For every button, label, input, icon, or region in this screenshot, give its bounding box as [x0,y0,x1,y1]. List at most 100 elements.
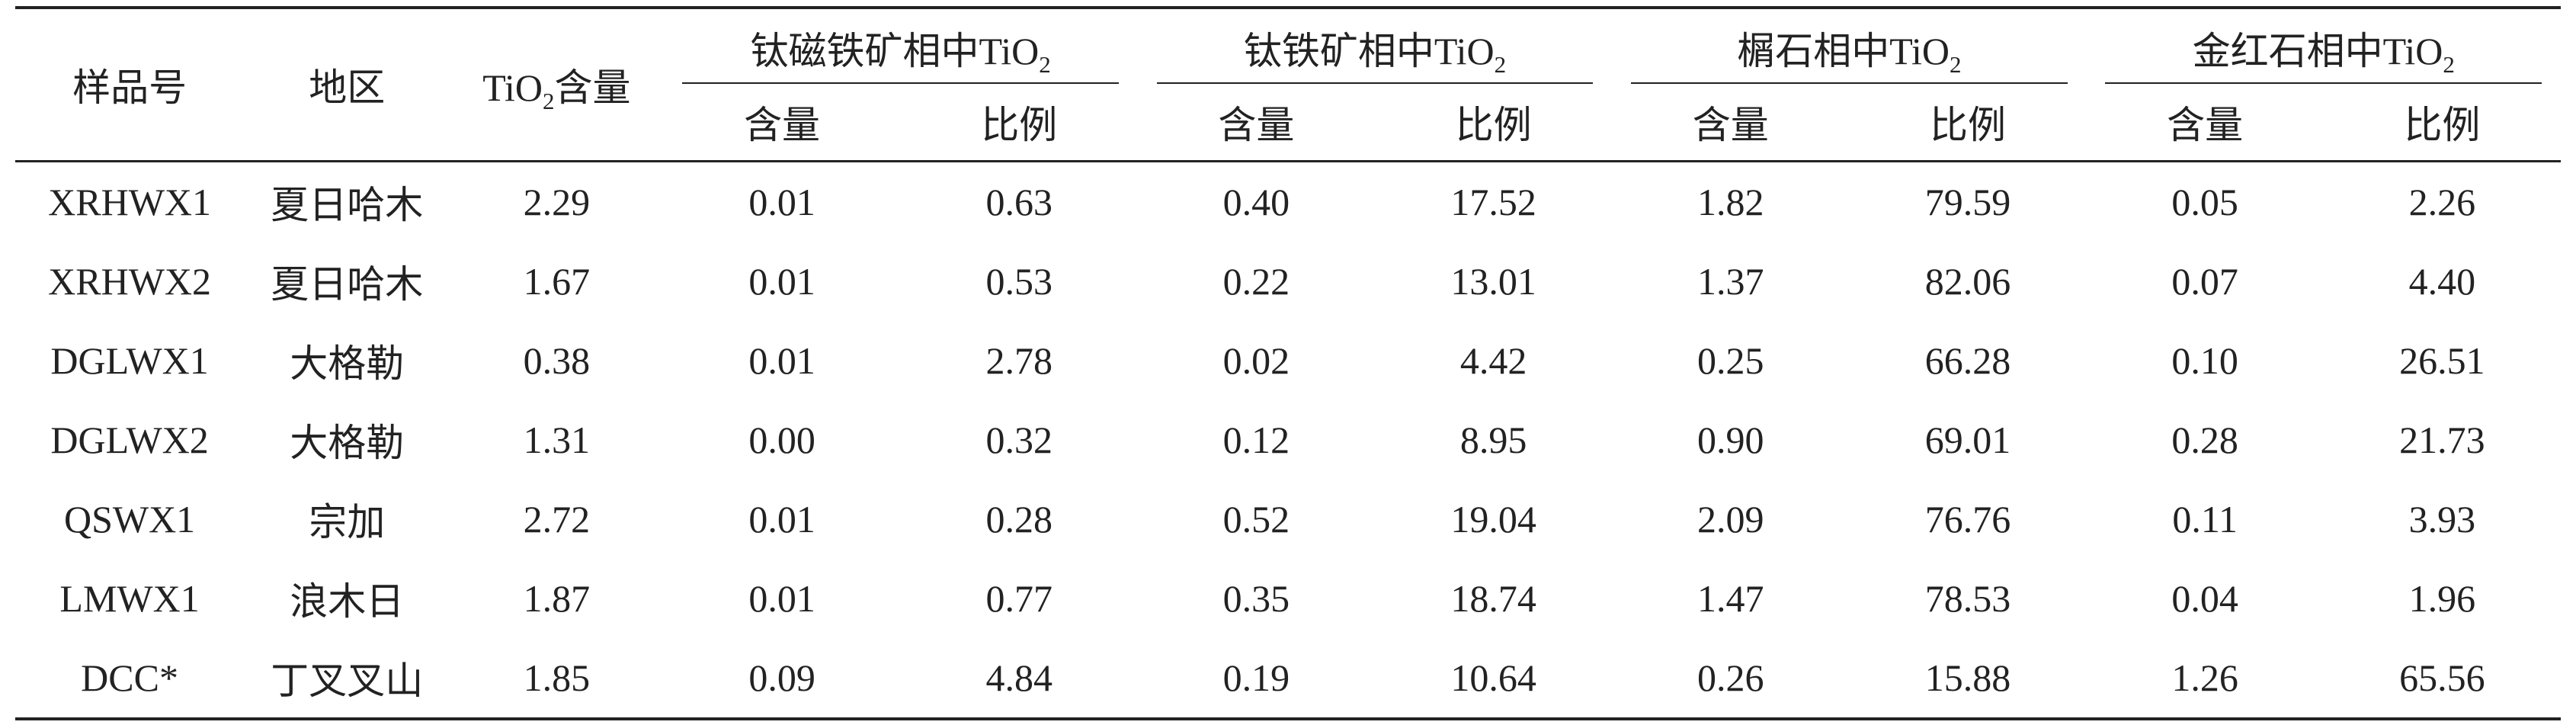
phase-content-cell: 0.09 [663,638,901,720]
table-row: LMWX1 浪木日 1.87 0.01 0.77 0.35 18.74 1.47 78.53 0.… [15,559,2561,638]
region-cell: 夏日哈木 [271,184,424,226]
table-row: XRHWX1 夏日哈木 2.29 0.01 0.63 0.40 17.52 1.82 79.59… [15,162,2561,242]
phase-ratio-cell: 19.04 [1450,498,1536,541]
phase-ratio-cell: 10.64 [1375,638,1613,720]
phase-ratio-cell: 0.77 [985,577,1053,620]
phase-content-cell: 0.10 [2171,339,2238,382]
sample-id-cell: XRHWX1 [48,181,212,223]
phase-content-cell: 0.35 [1222,577,1290,620]
phase-content-cell: 0.02 [1222,339,1290,382]
region-cell: 宗加 [309,501,386,544]
phase-content-cell: 0.25 [1697,339,1764,382]
table-row: XRHWX2 夏日哈木 1.67 0.01 0.53 0.22 13.01 1.37 82.06… [15,242,2561,321]
phase-content-cell: 0.90 [1697,419,1764,461]
phase-content-cell: 1.47 [1697,577,1764,620]
header-content: 含量 [2086,84,2324,162]
tio2-content-cell: 1.31 [523,419,591,461]
table-row: DGLWX2 大格勒 1.31 0.00 0.32 0.12 8.95 0.90 69.01 0.… [15,400,2561,480]
phase-content-cell: 1.82 [1697,181,1764,223]
header-group-rutile: 金红石相中TiO2 [2086,6,2561,84]
header-content: 含量 [1137,84,1376,162]
phase-content-cell: 0.01 [748,577,815,620]
phase-ratio-cell: 8.95 [1459,419,1527,461]
phase-content-cell: 0.01 [748,260,815,303]
header-sample-id: 样品号 [15,6,245,162]
phase-ratio-cell: 15.88 [1849,638,2087,720]
phase-content-cell: 0.52 [1222,498,1290,541]
tio2-content-cell: 2.72 [523,498,591,541]
phase-content-cell: 0.28 [2171,419,2238,461]
header-region: 地区 [244,6,450,162]
region-cell: 夏日哈木 [271,263,424,306]
header-group-ilmenite: 钛铁矿相中TiO2 [1137,6,1613,84]
region-cell: 大格勒 [290,342,405,385]
phase-content-cell: 1.26 [2086,638,2324,720]
phase-content-cell: 1.37 [1697,260,1764,303]
phase-ratio-cell: 82.06 [1924,260,2011,303]
table-row: QSWX1 宗加 2.72 0.01 0.28 0.52 19.04 2.09 76.76 0.1… [15,480,2561,559]
table-body: XRHWX1 夏日哈木 2.29 0.01 0.63 0.40 17.52 1.82 79.59… [15,162,2561,720]
phase-ratio-cell: 4.42 [1459,339,1527,382]
phase-ratio-cell: 4.84 [900,638,1138,720]
phase-content-cell: 0.19 [1137,638,1376,720]
phase-content-cell: 0.01 [748,181,815,223]
phase-content-cell: 0.26 [1612,638,1850,720]
phase-ratio-cell: 17.52 [1450,181,1536,223]
header-tio2-content: TiO2含量 [450,6,664,162]
header-content: 含量 [1612,84,1850,162]
table-row: DCC* 丁叉叉山 1.85 0.09 4.84 0.19 10.64 0.26 15.88 1.… [15,638,2561,720]
region-cell: 大格勒 [290,422,405,464]
phase-ratio-cell: 69.01 [1924,419,2011,461]
phase-ratio-cell: 21.73 [2399,419,2485,461]
phase-ratio-cell: 0.32 [985,419,1053,461]
phase-content-cell: 0.11 [2172,498,2238,541]
sample-id-cell: DGLWX1 [50,339,209,382]
phase-ratio-cell: 3.93 [2408,498,2476,541]
tio2-content-cell: 1.85 [450,638,664,720]
phase-content-cell: 0.04 [2171,577,2238,620]
phase-content-cell: 0.01 [748,498,815,541]
sample-id-cell: XRHWX2 [48,260,212,303]
header-ratio: 比例 [900,84,1138,162]
tio2-content-cell: 1.87 [523,577,591,620]
table-row: DGLWX1 大格勒 0.38 0.01 2.78 0.02 4.42 0.25 66.28 0.… [15,321,2561,400]
header-ratio: 比例 [1375,84,1613,162]
header-group-titanite: 榍石相中TiO2 [1612,6,2087,84]
tio2-content-cell: 0.38 [523,339,591,382]
phase-ratio-cell: 26.51 [2399,339,2485,382]
sample-id-cell: LMWX1 [59,577,200,620]
phase-ratio-cell: 18.74 [1450,577,1536,620]
tio2-content-cell: 1.67 [523,260,591,303]
region-cell: 浪木日 [290,580,405,623]
table-container: 样品号 地区 TiO2含量 钛磁铁矿相中TiO2 钛铁矿相中TiO2 榍石相中T… [0,6,2576,720]
phase-content-cell: 0.22 [1222,260,1290,303]
header-ratio: 比例 [2323,84,2561,162]
phase-ratio-cell: 2.26 [2408,181,2476,223]
phase-content-cell: 0.01 [748,339,815,382]
phase-ratio-cell: 0.28 [985,498,1053,541]
phase-ratio-cell: 1.96 [2408,577,2476,620]
phase-ratio-cell: 0.63 [985,181,1053,223]
tio2-content-cell: 2.29 [523,181,591,223]
region-cell: 丁叉叉山 [244,638,450,720]
sample-id-cell: DGLWX2 [50,419,209,461]
phase-ratio-cell: 65.56 [2323,638,2561,720]
phase-content-cell: 0.00 [748,419,815,461]
phase-ratio-cell: 76.76 [1924,498,2011,541]
phase-content-cell: 0.12 [1222,419,1290,461]
phase-ratio-cell: 78.53 [1924,577,2011,620]
sample-id-cell: DCC* [15,638,245,720]
header-group-titanomagnetite: 钛磁铁矿相中TiO2 [663,6,1138,84]
phase-ratio-cell: 66.28 [1924,339,2011,382]
phase-content-cell: 0.40 [1222,181,1290,223]
phase-ratio-cell: 4.40 [2408,260,2476,303]
phase-content-cell: 0.05 [2171,181,2238,223]
phase-ratio-cell: 13.01 [1450,260,1536,303]
phase-content-cell: 0.07 [2171,260,2238,303]
phase-ratio-cell: 0.53 [985,260,1053,303]
phase-ratio-cell: 79.59 [1924,181,2011,223]
phase-ratio-cell: 2.78 [985,339,1053,382]
phase-content-cell: 2.09 [1697,498,1764,541]
tio2-distribution-table: 样品号 地区 TiO2含量 钛磁铁矿相中TiO2 钛铁矿相中TiO2 榍石相中T… [15,6,2561,720]
header-ratio: 比例 [1849,84,2087,162]
